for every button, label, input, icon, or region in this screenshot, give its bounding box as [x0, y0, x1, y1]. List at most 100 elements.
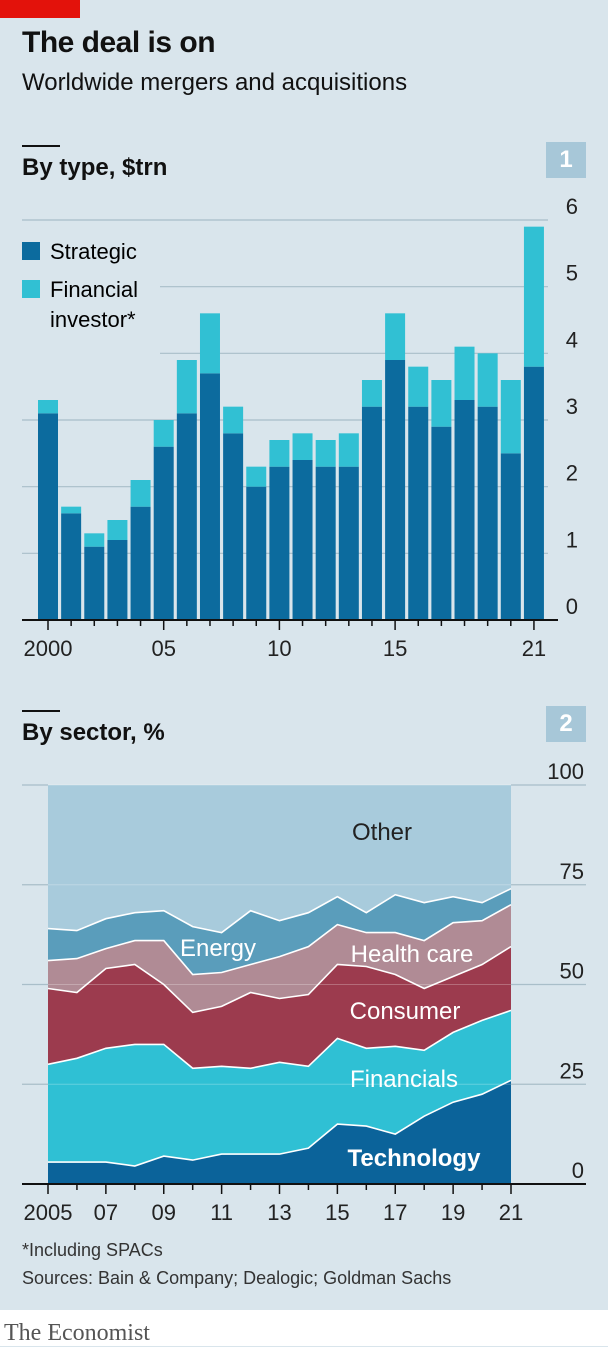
- y-tick-label: 0: [566, 594, 578, 619]
- y-tick-label: 100: [547, 760, 584, 784]
- legend-financial-swatch: [22, 280, 40, 298]
- bar-strategic: [176, 413, 197, 620]
- area-technology: [48, 1080, 511, 1184]
- bar-financial: [223, 406, 244, 434]
- y-tick-label: 1: [566, 527, 578, 552]
- bar-strategic: [361, 406, 382, 620]
- bar-strategic: [223, 433, 244, 620]
- x-tick-label: 21: [522, 636, 546, 661]
- y-tick-label: 3: [566, 394, 578, 419]
- area-boundary-line: [48, 1079, 512, 1167]
- bar-financial: [292, 433, 313, 460]
- bar-strategic: [408, 406, 429, 620]
- y-tick-label: 75: [560, 859, 584, 884]
- y-tick-label: 2: [566, 461, 578, 486]
- brand-red-tag: [0, 0, 80, 18]
- bar-financial: [153, 420, 174, 447]
- bar-strategic: [315, 466, 336, 620]
- bar-chart-by-type: 0 1 2 3 4 5 6 2000 05 10 15 21 Strategic Financial…: [22, 194, 578, 661]
- page-subtitle: Worldwide mergers and acquisitions: [22, 69, 408, 96]
- chart-2-badge: 2: [546, 706, 586, 742]
- bar-strategic: [199, 373, 220, 620]
- section-rule-2: [22, 710, 60, 712]
- bar-financial: [130, 480, 151, 507]
- section-rule-1: [22, 145, 60, 147]
- bar-strategic: [338, 466, 359, 620]
- bar-strategic: [269, 466, 290, 620]
- series-label-financials: Financials: [350, 1066, 458, 1093]
- page-title: The deal is on: [22, 26, 216, 59]
- bar-financial: [269, 440, 290, 467]
- legend-financial-label-2: investor*: [50, 307, 136, 332]
- bar-strategic: [454, 400, 475, 620]
- x-tick-label: 15: [383, 636, 407, 661]
- bar-strategic: [130, 506, 151, 620]
- bar-financial: [338, 433, 359, 467]
- y-tick-label: 4: [566, 327, 578, 352]
- bar-financial: [199, 313, 220, 374]
- bar-strategic: [477, 406, 498, 620]
- bar-financial: [408, 366, 429, 407]
- x-tick-label: 09: [152, 1200, 176, 1225]
- x-tick-label: 21: [499, 1200, 523, 1225]
- y-tick-label: 6: [566, 194, 578, 219]
- legend-strategic-swatch: [22, 242, 40, 260]
- y-tick-label: 0: [572, 1158, 584, 1183]
- bar-strategic: [500, 453, 521, 620]
- bar-strategic: [107, 540, 128, 620]
- chart-2-title: By sector, %: [22, 719, 165, 746]
- footer-bar: [0, 1310, 608, 1346]
- sources: Sources: Bain & Company; Dealogic; Goldm…: [22, 1268, 452, 1288]
- bar-financial: [176, 360, 197, 414]
- series-label-consumer: Consumer: [350, 998, 461, 1025]
- bar-strategic: [84, 546, 105, 620]
- y-tick-label: 5: [566, 261, 578, 286]
- area-boundary-line: [47, 904, 512, 976]
- bar-financial: [431, 380, 452, 427]
- area-boundary-line: [47, 945, 512, 1014]
- area-chart-by-sector: 0 25 50 75 100 2005 07 09 11 13 15 17 19 21 Technolo…: [22, 760, 586, 1225]
- bar-financial: [315, 440, 336, 467]
- series-label-energy: Energy: [180, 935, 256, 962]
- bar-financial: [61, 506, 82, 514]
- series-label-other: Other: [352, 819, 412, 846]
- footnote: *Including SPACs: [22, 1240, 163, 1260]
- legend-strategic-label: Strategic: [50, 239, 137, 264]
- series-label-health-care: Health care: [351, 941, 474, 968]
- chart-1-badge: 1: [546, 142, 586, 178]
- bar-strategic: [38, 413, 58, 620]
- area-energy: [48, 888, 511, 975]
- chart-1-title: By type, $trn: [22, 154, 168, 181]
- bar-financial: [523, 226, 544, 367]
- bar-financial: [246, 466, 267, 487]
- x-tick-label: 13: [267, 1200, 291, 1225]
- x-tick-label: 2005: [24, 1200, 73, 1225]
- x-tick-label: 17: [383, 1200, 407, 1225]
- area-boundary-line: [47, 887, 512, 934]
- bar-financial: [385, 313, 406, 360]
- x-tick-label: 19: [441, 1200, 465, 1225]
- bar-strategic: [153, 446, 174, 620]
- x-tick-label: 15: [325, 1200, 349, 1225]
- bar-strategic: [246, 486, 267, 620]
- bar-financial: [361, 380, 382, 407]
- y-tick-label: 50: [560, 959, 584, 984]
- series-label-technology: Technology: [348, 1145, 482, 1172]
- x-tick-label: 07: [94, 1200, 118, 1225]
- legend-financial-label: Financial: [50, 277, 138, 302]
- bar-financial: [107, 520, 128, 540]
- bar-financial: [38, 400, 58, 414]
- bar-financial: [84, 533, 105, 547]
- area-financials: [48, 1010, 511, 1166]
- bar-strategic: [523, 366, 544, 620]
- bar-financial: [500, 380, 521, 454]
- area-other: [48, 785, 511, 933]
- bar-strategic: [61, 513, 82, 620]
- x-tick-label: 11: [210, 1200, 233, 1225]
- x-tick-label: 2000: [24, 636, 73, 661]
- brand-logo-text: The Economist: [4, 1320, 150, 1346]
- bar-strategic: [385, 360, 406, 620]
- bar-financial: [454, 346, 475, 400]
- bar-financial: [477, 353, 498, 407]
- x-tick-label: 05: [151, 636, 175, 661]
